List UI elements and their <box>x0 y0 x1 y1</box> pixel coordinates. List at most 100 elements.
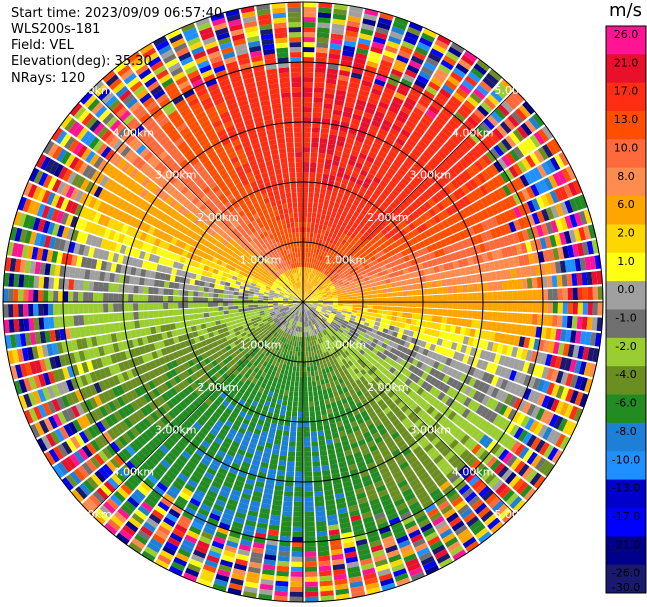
velocity-gate <box>309 401 314 407</box>
velocity-gate <box>408 21 423 32</box>
velocity-gate <box>483 97 496 110</box>
velocity-gate <box>353 183 362 191</box>
velocity-gate <box>279 455 287 462</box>
velocity-gate <box>288 395 294 402</box>
velocity-gate <box>329 238 335 244</box>
velocity-gate <box>284 486 294 492</box>
velocity-gate <box>291 561 303 567</box>
velocity-gate <box>314 405 321 412</box>
velocity-gate <box>328 248 333 255</box>
velocity-gate <box>391 266 398 272</box>
velocity-gate <box>445 50 460 62</box>
velocity-gate <box>365 315 372 320</box>
velocity-gate <box>380 123 391 133</box>
velocity-gate <box>455 343 463 352</box>
velocity-gate <box>552 302 558 314</box>
velocity-gate <box>526 227 535 240</box>
velocity-gate <box>336 291 343 295</box>
velocity-gate <box>366 172 375 181</box>
velocity-gate <box>512 358 521 370</box>
velocity-gate <box>303 401 309 407</box>
velocity-gate <box>392 361 400 369</box>
velocity-gate <box>412 384 421 393</box>
velocity-gate <box>310 262 314 269</box>
velocity-gate <box>324 230 330 237</box>
velocity-gate <box>396 316 402 323</box>
velocity-gate <box>465 410 475 422</box>
velocity-gate <box>303 416 310 422</box>
velocity-gate <box>401 249 408 257</box>
velocity-gate <box>403 329 410 336</box>
velocity-gate <box>504 368 513 380</box>
velocity-gate <box>318 271 322 277</box>
velocity-gate <box>320 280 326 286</box>
velocity-gate <box>477 381 486 392</box>
velocity-gate <box>350 233 356 240</box>
velocity-gate <box>332 206 339 214</box>
velocity-gate <box>473 108 486 121</box>
velocity-gate <box>346 274 352 279</box>
velocity-gate <box>338 328 344 334</box>
velocity-gate <box>419 326 426 334</box>
velocity-gate <box>384 114 395 124</box>
velocity-gate <box>362 352 370 359</box>
velocity-gate <box>488 412 498 424</box>
velocity-gate <box>311 212 317 218</box>
velocity-gate <box>347 291 353 295</box>
velocity-gate <box>317 285 323 290</box>
velocity-gate <box>510 457 522 471</box>
velocity-gate <box>497 302 503 311</box>
velocity-gate <box>279 409 286 416</box>
velocity-gate <box>303 197 308 203</box>
velocity-gate <box>375 172 384 180</box>
velocity-gate <box>564 404 574 418</box>
velocity-gate <box>461 318 468 327</box>
velocity-gate <box>322 294 328 297</box>
velocity-gate <box>420 223 428 232</box>
velocity-gate <box>383 258 390 265</box>
velocity-gate <box>571 316 578 329</box>
velocity-gate <box>357 94 368 102</box>
velocity-gate <box>304 546 317 552</box>
velocity-gate <box>307 371 311 377</box>
velocity-gate <box>392 63 405 73</box>
velocity-gate <box>362 308 368 312</box>
velocity-gate <box>325 189 332 196</box>
velocity-gate <box>365 65 377 74</box>
velocity-gate <box>369 265 376 271</box>
velocity-gate <box>317 265 321 271</box>
velocity-gate <box>383 50 397 59</box>
velocity-gate <box>351 334 358 340</box>
velocity-gate <box>346 334 352 340</box>
velocity-gate <box>282 374 288 381</box>
velocity-gate <box>439 271 446 280</box>
velocity-gate <box>581 316 588 330</box>
velocity-gate <box>356 238 363 245</box>
velocity-gate <box>550 328 557 340</box>
velocity-gate <box>518 104 531 118</box>
velocity-gate <box>389 374 397 382</box>
velocity-gate <box>314 243 319 249</box>
velocity-gate <box>446 387 455 397</box>
velocity-gate <box>416 361 424 369</box>
velocity-gate <box>430 243 438 251</box>
velocity-gate <box>428 81 441 92</box>
velocity-gate <box>323 168 331 175</box>
velocity-gate <box>461 408 471 419</box>
velocity-gate <box>343 40 357 48</box>
velocity-gate <box>277 465 286 472</box>
velocity-gate <box>425 321 432 329</box>
velocity-gate <box>354 280 360 285</box>
velocity-gate <box>335 253 341 259</box>
velocity-gate <box>512 193 522 205</box>
velocity-gate <box>539 237 548 250</box>
velocity-gate <box>308 396 314 402</box>
velocity-gate <box>313 287 317 292</box>
velocity-gate <box>315 57 327 64</box>
velocity-gate <box>281 379 287 386</box>
velocity-gate <box>353 166 361 174</box>
velocity-gate <box>308 262 311 268</box>
velocity-gate <box>328 300 333 302</box>
velocity-gate <box>535 407 546 421</box>
velocity-gate <box>391 189 400 198</box>
